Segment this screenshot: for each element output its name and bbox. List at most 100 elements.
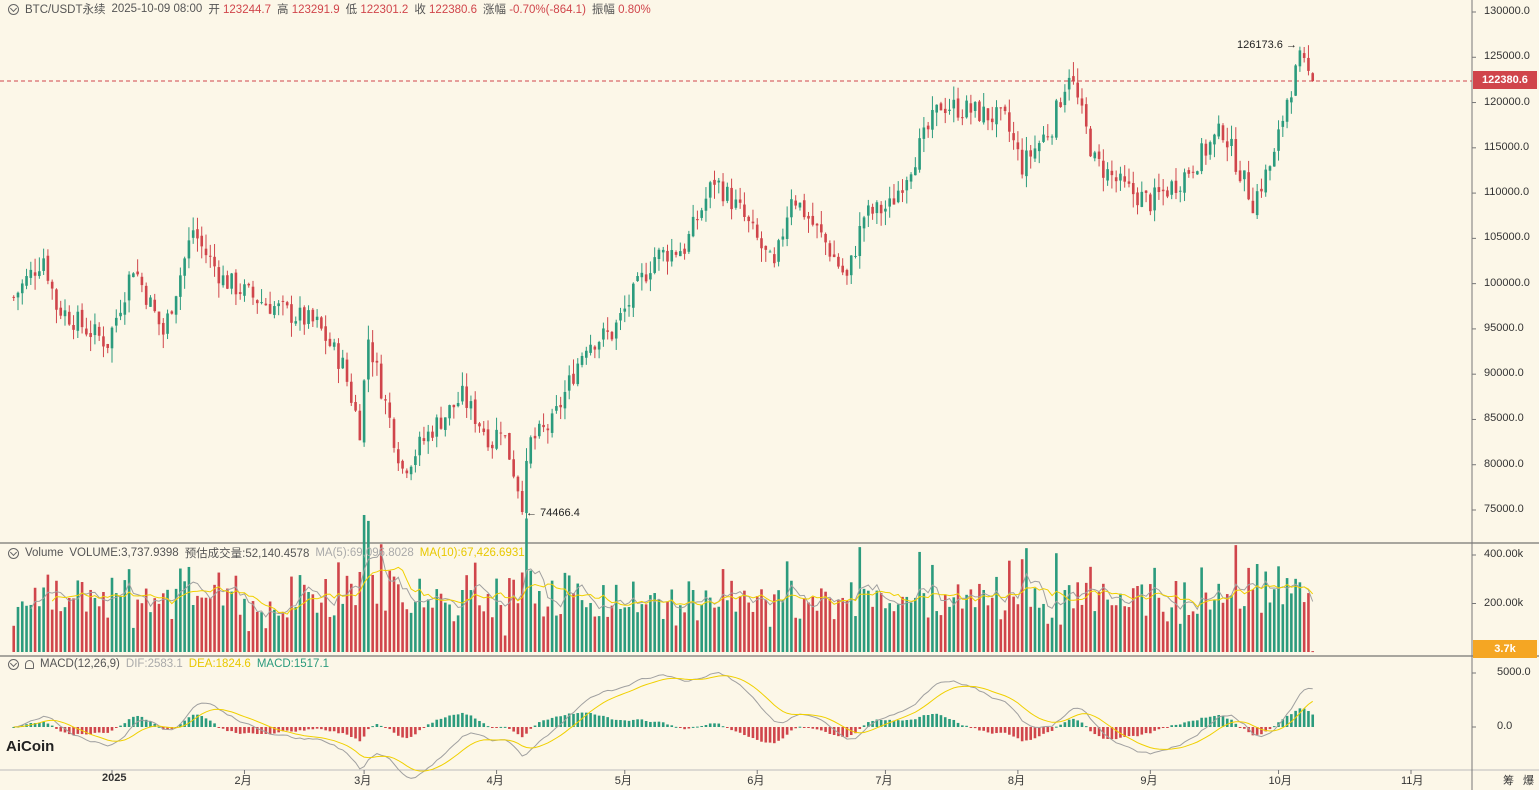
candle-body (696, 218, 699, 221)
macd-histogram-bar (653, 721, 656, 727)
volume-ma5: MA(5):69,096.8028 (315, 547, 414, 559)
price-tick-label: 80000.0 (1484, 457, 1524, 470)
low-annotation-value: 74466.4 (540, 507, 580, 519)
collapse-icon[interactable] (8, 547, 19, 559)
volume-bar (29, 604, 33, 652)
volume-bar (828, 598, 832, 652)
macd-histogram-bar (952, 719, 956, 727)
macd-histogram-bar (46, 723, 50, 727)
volume-bar (661, 618, 665, 652)
volume-bar (439, 593, 443, 652)
volume-bar (230, 591, 233, 652)
volume-bar (396, 584, 400, 652)
volume-header: Volume VOLUME:3,737.9398 预估成交量:52,140.45… (8, 545, 525, 561)
volume-bar (495, 578, 498, 652)
volume-bar (606, 616, 609, 652)
candle-body (1170, 181, 1174, 195)
volume-bar (905, 596, 909, 652)
volume-bar (1076, 582, 1080, 652)
macd-name[interactable]: MACD(12,26,9) (40, 658, 120, 670)
candle-body (285, 302, 289, 306)
macd-histogram-bar (747, 727, 750, 737)
candle-body (179, 275, 182, 297)
candle-body (50, 281, 54, 289)
macd-histogram-bar (1268, 727, 1272, 730)
candle-body (1311, 73, 1315, 81)
collapse-icon[interactable] (8, 658, 19, 670)
macd-histogram-bar (563, 715, 567, 727)
high-value: 123291.9 (291, 4, 340, 16)
volume-bar (508, 578, 511, 652)
volume-bar (815, 610, 819, 652)
volume-bar (12, 625, 16, 652)
macd-dea: DEA:1824.6 (188, 658, 251, 670)
volume-bar (478, 605, 481, 652)
candle-body (1042, 134, 1045, 142)
macd-histogram-bar (255, 727, 259, 735)
candle-body (72, 325, 75, 330)
candle-body (345, 359, 349, 382)
volume-bar (341, 603, 345, 652)
macd-histogram-bar (264, 727, 268, 734)
volume-bar (63, 607, 67, 652)
macd-histogram-bar (1033, 727, 1037, 739)
candle-body (1204, 143, 1208, 156)
macd-histogram-bar (738, 727, 742, 733)
candle-body (409, 466, 413, 475)
candle-body (482, 428, 486, 432)
volume-bar (260, 612, 263, 652)
candle-body (781, 236, 785, 240)
macd-histogram-bar (901, 720, 904, 727)
volume-bar (781, 599, 785, 652)
macd-histogram-bar (781, 727, 785, 739)
alert-bell-icon[interactable] (25, 659, 34, 669)
symbol-label[interactable]: BTC/USDT永续 (25, 4, 106, 16)
macd-histogram-bar (465, 714, 468, 727)
volume-bar (401, 602, 404, 652)
macd-histogram-bar (161, 727, 165, 730)
volume-value: VOLUME:3,737.9398 (69, 547, 179, 559)
macd-histogram-bar (1046, 727, 1050, 733)
candle-body (777, 240, 780, 262)
volume-bar (542, 616, 545, 652)
candle-body (435, 417, 439, 437)
volume-bar (559, 614, 562, 652)
datetime-label: 2025-10-09 08:00 (111, 3, 203, 15)
macd-histogram-bar (973, 727, 977, 729)
macd-histogram-bar (999, 727, 1003, 733)
macd-histogram-bar (307, 727, 310, 730)
macd-histogram-bar (1234, 723, 1238, 727)
volume-bar (208, 597, 212, 652)
macd-histogram-bar (1149, 727, 1152, 734)
macd-histogram-bar (811, 727, 815, 729)
volume-name[interactable]: Volume (25, 547, 64, 559)
macd-histogram-bar (533, 725, 537, 727)
candle-body (901, 190, 904, 193)
candle-body (879, 204, 883, 214)
macd-histogram-bar (426, 724, 430, 727)
macd-histogram-bar (982, 727, 985, 731)
chip-distribution-button[interactable]: 筹 (1503, 775, 1514, 787)
volume-bar (59, 611, 63, 652)
liquidation-button[interactable]: 爆 (1523, 775, 1534, 787)
candle-body (708, 182, 712, 198)
volume-bar (636, 612, 639, 652)
macd-histogram-bar (1174, 724, 1178, 727)
candle-body (700, 210, 703, 218)
macd-histogram-bar (704, 725, 708, 727)
candle-body (1187, 170, 1191, 174)
volume-bar (213, 584, 216, 652)
macd-histogram-bar (144, 719, 148, 727)
macd-histogram-bar (392, 727, 396, 733)
price-tick-label: 125000.0 (1484, 50, 1530, 63)
macd-histogram-bar (452, 714, 456, 727)
volume-bar (657, 599, 661, 652)
candle-body (384, 399, 387, 401)
volume-bar (1196, 613, 1199, 652)
collapse-icon[interactable] (8, 3, 19, 15)
volume-bar (50, 609, 54, 652)
volume-bar (123, 580, 127, 652)
volume-bar (969, 589, 973, 652)
aicoin-logo: AiCoin (6, 738, 54, 755)
